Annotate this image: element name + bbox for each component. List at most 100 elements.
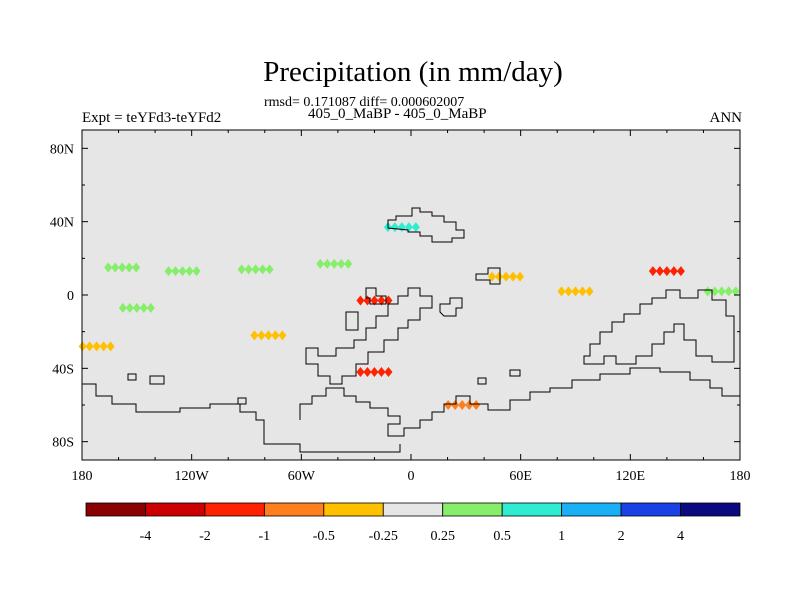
region-cell [192,266,201,277]
region-cell [363,367,372,377]
x-tick-label: 0 [408,469,415,484]
region-cell [502,271,511,282]
region-cell [472,400,481,410]
region-cell [648,266,657,277]
region-cell [384,367,393,377]
region-cell [377,367,386,377]
plot-area [82,130,740,460]
colorbar-label: -2 [199,529,211,544]
region-cell [676,266,685,277]
region-indian-ocean-orange [488,271,525,282]
region-cell [171,266,180,277]
region-south-pacific-orange [250,330,287,341]
colorbar-label: 4 [677,529,684,544]
region-north-pacific-green-1 [104,262,141,273]
region-cell [125,302,134,313]
colorbar-label: -0.5 [313,529,335,544]
region-cell [655,266,664,277]
coastlines [82,207,740,453]
colorbar-labels: -4 -2 -1 -0.5 -0.25 0.25 0.5 1 2 4 [140,529,684,544]
coastline-maritime [583,289,735,365]
region-cell [585,286,594,297]
coastline-small-island-2 [509,369,521,377]
y-tick-label: 0 [67,289,74,304]
region-cell [250,330,259,341]
region-southern-ocean-orange [444,400,481,410]
colorbar-label: -0.25 [369,529,398,544]
region-cell [356,295,365,306]
region-cell [337,258,346,269]
y-tick-label: 40S [52,362,74,377]
region-cell [669,266,678,277]
region-cell [703,286,712,297]
region-cell [111,262,120,273]
region-cell [458,400,467,410]
coastline-antarctica [82,383,401,453]
colorbar-label: 0.5 [493,529,511,544]
x-axis: 180 120W 60W 0 60E 120E 180 [72,130,751,484]
colorbar-label: -4 [140,529,152,544]
colorbar-label: -1 [259,529,271,544]
y-tick-label: 80N [50,142,74,157]
region-cell [244,264,253,275]
x-tick-label: 60E [509,469,532,484]
region-cell [488,271,497,282]
coastline-arabia [475,267,501,285]
region-cell [451,400,460,410]
region-cell [370,367,379,377]
colorbar-swatch [145,502,206,517]
region-cell [99,341,108,352]
colorbar-swatch [561,502,622,517]
colorbar-swatch [323,502,384,517]
anomaly-regions [78,222,740,410]
region-cell [370,295,379,306]
region-cell [509,271,518,282]
region-cell [390,222,399,233]
region-cell [92,341,101,352]
x-tick-label: 120W [175,469,210,484]
region-cell [178,266,187,277]
colorbar-swatch [620,502,681,517]
region-cell [271,330,280,341]
region-cell [411,222,420,233]
region-cell [265,264,274,275]
chart-title: Precipitation (in mm/day) [263,56,563,88]
x-tick-label: 60W [288,469,316,484]
region-cell [377,295,386,306]
region-west-pacific-max [648,266,685,277]
colorbar-label: 1 [558,529,565,544]
region-cell [264,330,273,341]
y-axis: 80N 40N 0 40S 80S [50,142,740,451]
chart-subtitle: 405_0_MaBP - 405_0_MaBP [308,106,487,122]
region-cell [278,330,287,341]
colorbar [85,502,741,517]
region-cell [724,286,733,297]
region-cell [323,258,332,269]
region-cell [330,258,339,269]
region-cell [316,258,325,269]
region-north-indian-band [557,286,594,297]
region-cell [557,286,566,297]
coastline-south-america [305,287,433,385]
region-cell [146,302,155,313]
region-south-pacific-green [703,286,740,297]
region-cell [132,302,141,313]
region-cell [132,262,141,273]
coastline-small-island-3 [237,397,247,405]
region-cell [78,341,87,352]
region-cell [118,262,127,273]
colorbar-label: 0.25 [430,529,455,544]
x-tick-label: 180 [72,469,93,484]
coastline-small-island-1 [345,311,359,331]
colorbar-swatch [204,502,265,517]
region-cell [578,286,587,297]
region-cell [251,264,260,275]
coastline-north-america [387,207,465,243]
region-cell [185,266,194,277]
y-tick-label: 40N [50,216,74,231]
colorbar-label: 2 [618,529,625,544]
coastline-small-island-4 [127,373,137,381]
region-cell [465,400,474,410]
region-cell [257,330,266,341]
